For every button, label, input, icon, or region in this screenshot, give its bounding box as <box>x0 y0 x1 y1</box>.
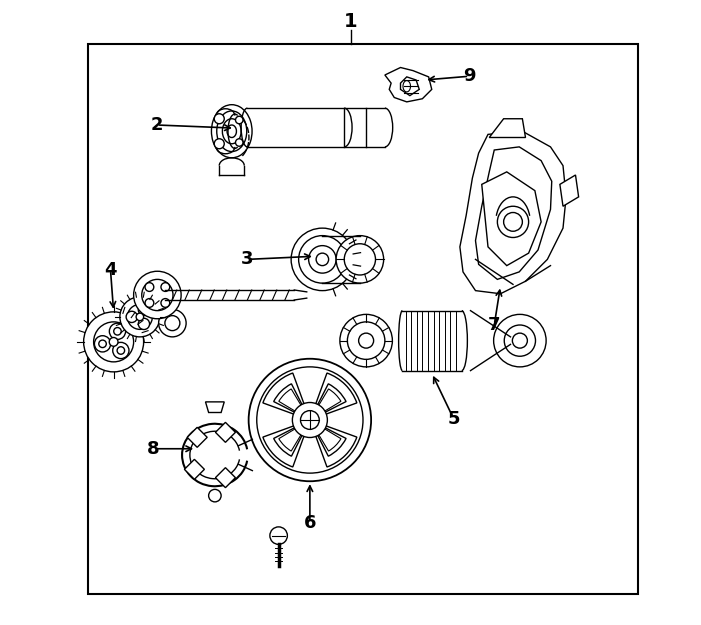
Wedge shape <box>263 373 310 420</box>
Circle shape <box>209 489 221 502</box>
Polygon shape <box>489 119 526 138</box>
Circle shape <box>249 359 371 481</box>
Wedge shape <box>263 420 310 467</box>
Circle shape <box>494 314 546 367</box>
Circle shape <box>136 313 144 321</box>
Circle shape <box>83 312 144 372</box>
Circle shape <box>340 314 393 367</box>
Circle shape <box>95 336 111 352</box>
Wedge shape <box>310 373 357 420</box>
Wedge shape <box>310 389 341 420</box>
Circle shape <box>504 325 536 356</box>
Circle shape <box>348 322 385 359</box>
Circle shape <box>138 304 149 316</box>
Circle shape <box>114 328 121 335</box>
Text: 2: 2 <box>151 116 163 134</box>
Wedge shape <box>273 384 310 420</box>
Circle shape <box>113 342 129 359</box>
Circle shape <box>336 236 383 283</box>
Wedge shape <box>310 420 341 451</box>
Circle shape <box>158 309 186 337</box>
Polygon shape <box>460 131 566 294</box>
Circle shape <box>512 333 527 348</box>
Circle shape <box>128 304 152 329</box>
Circle shape <box>145 282 154 291</box>
Circle shape <box>145 299 154 308</box>
Text: 4: 4 <box>104 261 117 279</box>
Wedge shape <box>310 384 346 420</box>
Circle shape <box>94 322 134 362</box>
Wedge shape <box>279 389 310 420</box>
Circle shape <box>308 246 336 273</box>
Circle shape <box>299 236 346 283</box>
Circle shape <box>165 316 180 331</box>
Wedge shape <box>279 420 310 451</box>
Polygon shape <box>482 172 541 266</box>
Polygon shape <box>560 175 578 206</box>
Circle shape <box>291 228 353 291</box>
Wedge shape <box>310 420 346 456</box>
Circle shape <box>236 139 243 146</box>
Polygon shape <box>215 422 236 442</box>
Wedge shape <box>273 420 310 456</box>
Circle shape <box>120 297 160 337</box>
Wedge shape <box>310 420 357 467</box>
Circle shape <box>270 527 287 544</box>
Circle shape <box>292 402 327 437</box>
Polygon shape <box>184 459 205 479</box>
Circle shape <box>257 367 363 473</box>
Text: 1: 1 <box>343 12 358 31</box>
Circle shape <box>236 116 243 124</box>
Circle shape <box>138 318 149 329</box>
Circle shape <box>215 139 224 149</box>
Circle shape <box>498 206 529 238</box>
Text: 5: 5 <box>447 410 460 428</box>
Polygon shape <box>475 147 552 279</box>
Circle shape <box>126 311 137 322</box>
Circle shape <box>344 244 376 275</box>
Circle shape <box>359 333 374 348</box>
Polygon shape <box>205 402 224 412</box>
Circle shape <box>134 271 181 319</box>
Circle shape <box>316 253 329 266</box>
Circle shape <box>301 411 319 429</box>
Circle shape <box>142 279 173 311</box>
Circle shape <box>161 282 170 291</box>
Circle shape <box>109 338 118 346</box>
Polygon shape <box>400 77 419 96</box>
Circle shape <box>161 299 170 308</box>
Bar <box>88 44 638 594</box>
Text: 9: 9 <box>463 68 475 85</box>
Circle shape <box>503 213 522 231</box>
Circle shape <box>117 347 125 354</box>
Circle shape <box>215 114 224 124</box>
Polygon shape <box>187 428 207 448</box>
Circle shape <box>109 323 125 339</box>
Circle shape <box>99 340 107 348</box>
Text: 6: 6 <box>304 514 316 532</box>
Polygon shape <box>385 68 432 102</box>
Polygon shape <box>215 468 236 488</box>
Text: 7: 7 <box>488 316 501 334</box>
Text: 8: 8 <box>147 440 160 458</box>
Text: 3: 3 <box>241 251 254 268</box>
